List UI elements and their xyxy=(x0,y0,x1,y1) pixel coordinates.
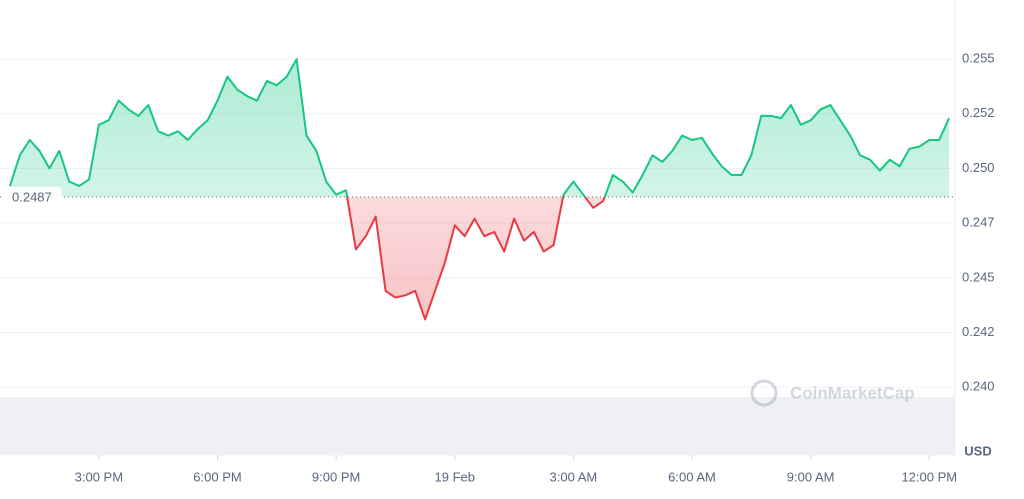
y-tick-label: 0.252 xyxy=(962,105,995,120)
x-tick-label: 3:00 AM xyxy=(550,469,598,484)
baseline-label-box xyxy=(4,186,62,207)
y-tick-label: 0.245 xyxy=(962,269,995,284)
x-tick-label: 6:00 AM xyxy=(668,469,716,484)
watermark: CoinMarketCap xyxy=(750,379,915,407)
y-tick-label: 0.242 xyxy=(962,324,995,339)
y-tick-label: 0.247 xyxy=(962,215,995,230)
x-tick-label: 9:00 AM xyxy=(787,469,835,484)
baseline-label: 0.2487 xyxy=(12,189,52,204)
unit-label: USD xyxy=(964,443,991,458)
volume-band xyxy=(0,397,955,455)
area-up xyxy=(9,59,950,197)
area-down xyxy=(9,196,950,320)
watermark-text: CoinMarketCap xyxy=(790,383,915,402)
x-tick-label: 6:00 PM xyxy=(193,469,241,484)
y-tick-label: 0.240 xyxy=(962,379,995,394)
x-tick-label: 9:00 PM xyxy=(312,469,360,484)
y-tick-label: 0.250 xyxy=(962,160,995,175)
price-line xyxy=(8,58,951,321)
x-tick-label: 19 Feb xyxy=(435,469,475,484)
y-tick-label: 0.255 xyxy=(962,51,995,66)
x-tick-label: 3:00 PM xyxy=(75,469,123,484)
x-tick-label: 12:00 PM xyxy=(901,469,957,484)
